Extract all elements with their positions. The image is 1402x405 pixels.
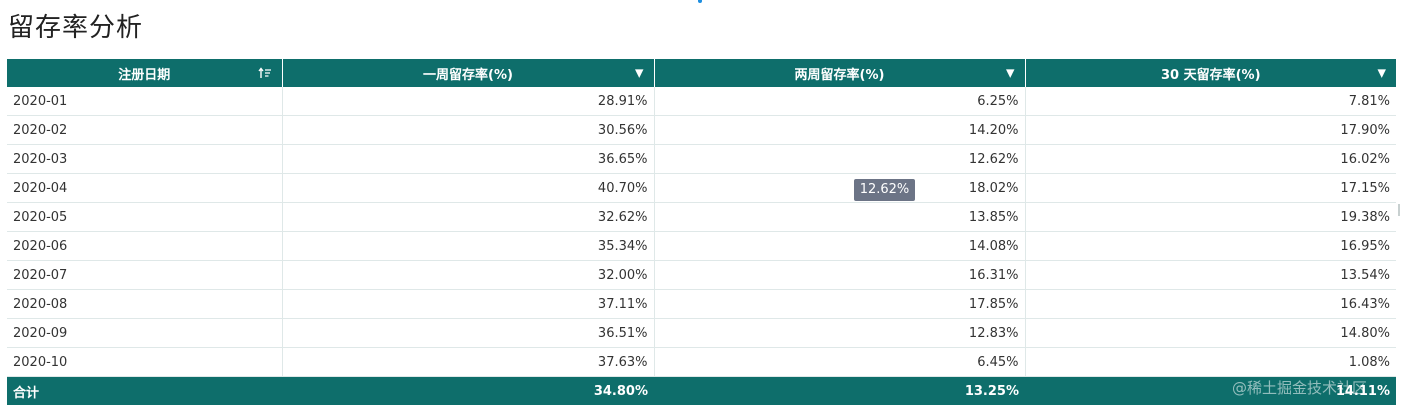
sort-icon[interactable] [257,67,272,79]
table-row: 2020-02 30.56% 14.20% 17.90% [7,115,1396,145]
column-header-week2[interactable]: 两周留存率(%) ▼ [654,59,1026,87]
retention-table: 注册日期 一周留存率(%) ▼ 两周留存率(%) ▼ [7,59,1396,405]
cell-week1: 37.63% [282,347,655,377]
column-header-label: 两周留存率(%) [794,67,885,83]
page-title: 留存率分析 [8,13,144,43]
cell-week2: 16.31% [654,260,1026,290]
cell-week2: 13.85% [654,202,1026,232]
cell-reg-date: 2020-06 [7,231,283,261]
total-row: 合计 34.80% 13.25% 14.11% [7,376,1396,405]
caret-down-icon[interactable]: ▼ [1377,66,1386,80]
cell-day30: 16.43% [1025,289,1396,319]
cell-reg-date: 2020-09 [7,318,283,348]
cell-reg-date: 2020-10 [7,347,283,377]
total-label: 合计 [7,376,282,405]
table-row: 2020-04 40.70% 18.02% 17.15% [7,173,1396,203]
cell-reg-date: 2020-08 [7,289,283,319]
table-row: 2020-09 36.51% 12.83% 14.80% [7,318,1396,348]
table-row: 2020-01 28.91% 6.25% 7.81% [7,87,1396,116]
table-row: 2020-07 32.00% 16.31% 13.54% [7,260,1396,290]
cell-week2: 12.83% [654,318,1026,348]
cell-tooltip: 12.62% [854,179,915,201]
cell-week2: 12.62% [654,144,1026,174]
column-header-day30[interactable]: 30 天留存率(%) ▼ [1025,59,1396,87]
caret-down-icon[interactable]: ▼ [1006,66,1015,80]
cell-reg-date: 2020-02 [7,115,283,145]
cell-day30: 17.15% [1025,173,1396,203]
cell-week1: 35.34% [282,231,655,261]
cell-week1: 40.70% [282,173,655,203]
cell-week2: 14.08% [654,231,1026,261]
cell-week1: 36.65% [282,144,655,174]
total-week1: 34.80% [282,376,654,405]
column-header-label: 注册日期 [118,67,171,83]
cell-week2: 17.85% [654,289,1026,319]
column-header-label: 30 天留存率(%) [1160,67,1261,83]
cell-day30: 17.90% [1025,115,1396,145]
cell-week1: 30.56% [282,115,655,145]
cell-week2: 6.45% [654,347,1026,377]
cell-day30: 16.02% [1025,144,1396,174]
cell-week1: 32.00% [282,260,655,290]
top-indicator [698,0,702,3]
header-row: 注册日期 一周留存率(%) ▼ 两周留存率(%) ▼ [7,59,1396,87]
cell-day30: 19.38% [1025,202,1396,232]
cell-week2: 18.02% [654,173,1026,203]
total-day30: 14.11% [1025,376,1396,405]
cell-day30: 1.08% [1025,347,1396,377]
column-header-label: 一周留存率(%) [423,67,513,83]
cell-week2: 6.25% [654,87,1026,116]
cell-reg-date: 2020-01 [7,87,283,116]
cell-reg-date: 2020-03 [7,144,283,174]
cell-day30: 7.81% [1025,87,1396,116]
table-row: 2020-03 36.65% 12.62% 16.02% [7,144,1396,174]
cell-week1: 28.91% [282,87,655,116]
column-header-reg-date[interactable]: 注册日期 [7,59,283,87]
table-row: 2020-10 37.63% 6.45% 1.08% [7,347,1396,377]
cell-day30: 14.80% [1025,318,1396,348]
cell-day30: 16.95% [1025,231,1396,261]
cell-reg-date: 2020-04 [7,173,283,203]
total-week2: 13.25% [654,376,1025,405]
cell-reg-date: 2020-05 [7,202,283,232]
cell-week2: 14.20% [654,115,1026,145]
column-header-week1[interactable]: 一周留存率(%) ▼ [282,59,655,87]
cell-week1: 37.11% [282,289,655,319]
cell-day30: 13.54% [1025,260,1396,290]
caret-down-icon[interactable]: ▼ [635,66,644,80]
cell-week1: 36.51% [282,318,655,348]
table-row: 2020-05 32.62% 13.85% 19.38% [7,202,1396,232]
table-row: 2020-08 37.11% 17.85% 16.43% [7,289,1396,319]
scrollbar-edge[interactable] [1398,204,1400,216]
cell-week1: 32.62% [282,202,655,232]
table-row: 2020-06 35.34% 14.08% 16.95% [7,231,1396,261]
cell-reg-date: 2020-07 [7,260,283,290]
